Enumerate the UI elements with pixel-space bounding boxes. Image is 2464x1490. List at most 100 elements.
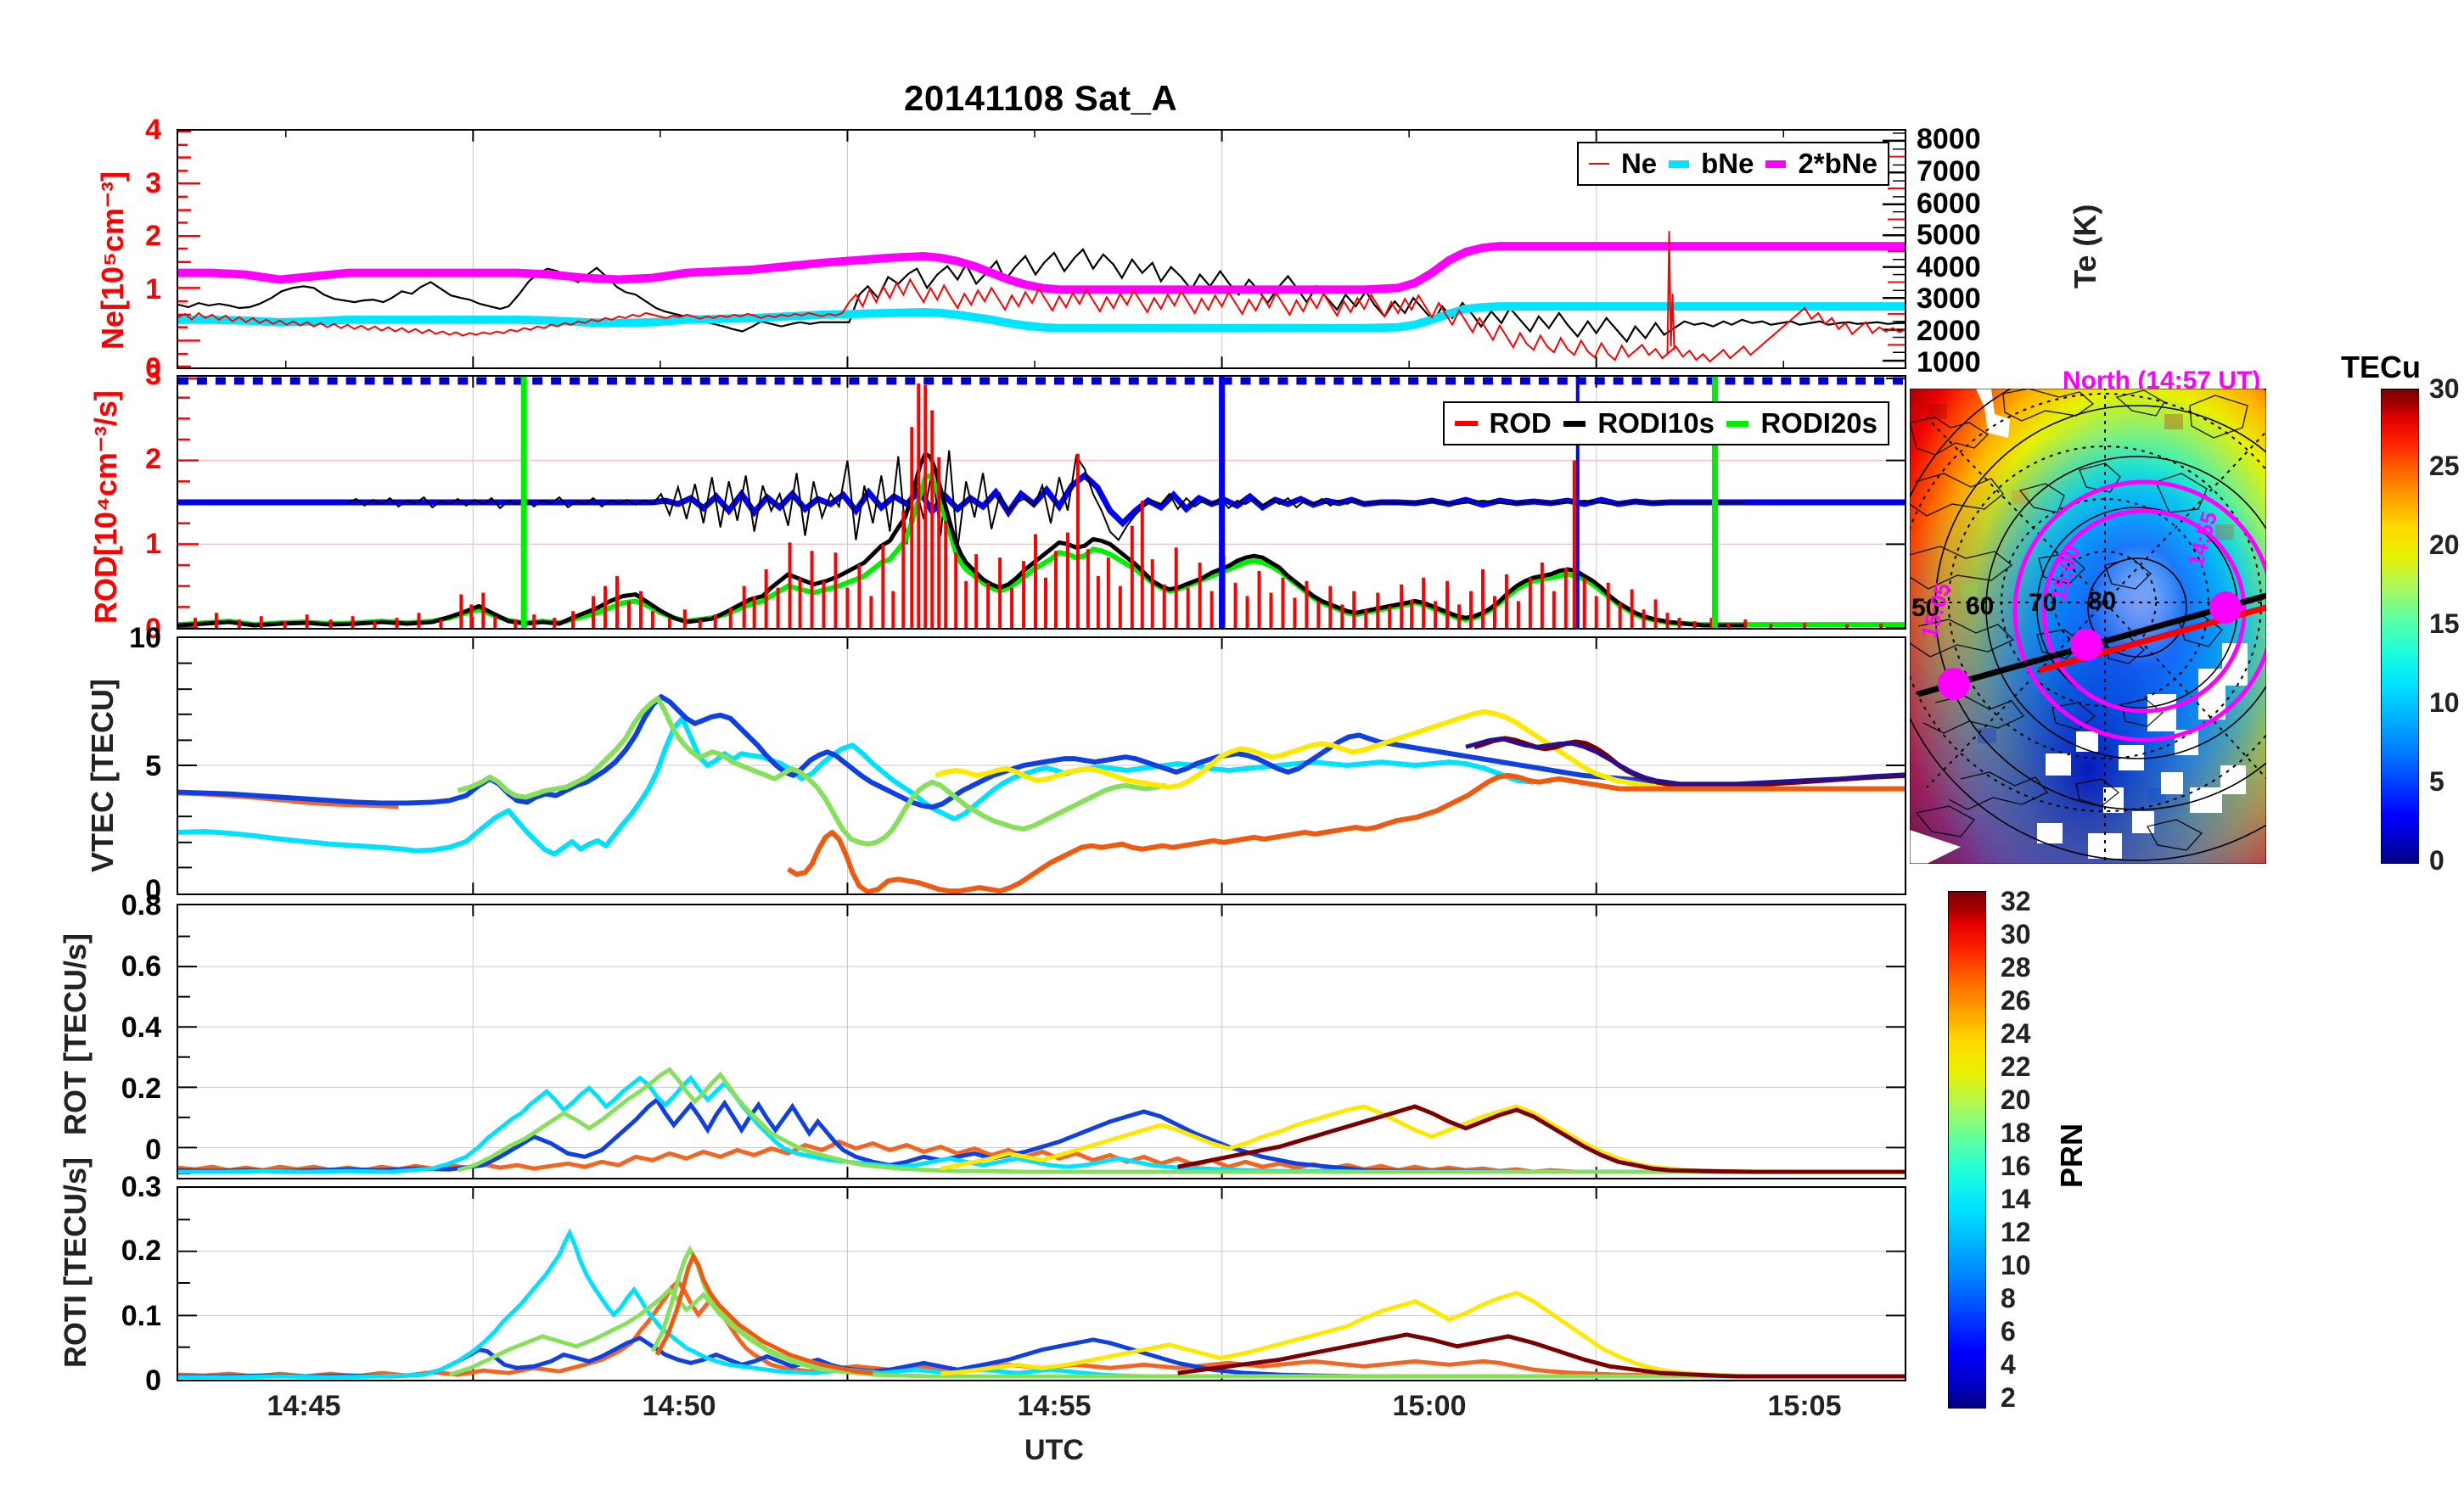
vtec-axis-title: VTEC [TECU] bbox=[85, 679, 120, 872]
prn-tick-8: 8 bbox=[2001, 1283, 2016, 1314]
map-lat-50: 50 bbox=[1911, 594, 1939, 622]
series-rodi10s bbox=[178, 451, 1746, 628]
legend-line-bne bbox=[1669, 160, 1690, 168]
prn-colorbar-title: PRN bbox=[2054, 1123, 2089, 1188]
p4-ytick-06: 0.6 bbox=[121, 950, 161, 983]
series-ne bbox=[178, 277, 1905, 363]
prn-tick-4: 4 bbox=[2001, 1349, 2016, 1380]
xtick-1450: 14:50 bbox=[642, 1390, 716, 1422]
legend-label-rod: ROD bbox=[1489, 407, 1552, 439]
vtec-trace-navy bbox=[1465, 736, 1905, 787]
p1-ytick-3: 3 bbox=[145, 167, 161, 199]
series-2bne bbox=[178, 242, 1905, 294]
vtec-trace-cyan bbox=[178, 715, 1535, 857]
tecu-tick-30: 30 bbox=[2429, 373, 2460, 404]
legend-label-ne: Ne bbox=[1620, 148, 1658, 179]
p1-yright-4000: 4000 bbox=[1917, 251, 1981, 283]
prn-tick-2: 2 bbox=[2001, 1382, 2016, 1413]
roti-panel bbox=[177, 1186, 1906, 1381]
p1-yright-2000: 2000 bbox=[1917, 315, 1981, 347]
prn-tick-10: 10 bbox=[2001, 1250, 2031, 1280]
roti-trace-yellow bbox=[940, 1291, 1905, 1379]
p1-yright-7000: 7000 bbox=[1917, 155, 1981, 188]
ne-axis-title: Ne[10⁵cm⁻³] bbox=[95, 171, 130, 350]
p5-ytick-03: 0.3 bbox=[121, 1171, 161, 1203]
xaxis-title: UTC bbox=[1024, 1434, 1084, 1466]
vtec-trace-blue bbox=[178, 694, 1654, 810]
p1-ytick-2: 2 bbox=[145, 220, 161, 252]
p5-ytick-02: 0.2 bbox=[121, 1235, 161, 1267]
p2-ytick-1: 1 bbox=[145, 528, 161, 560]
p3-ytick-5: 5 bbox=[145, 750, 161, 782]
prn-tick-6: 6 bbox=[2001, 1316, 2016, 1347]
legend-label-2bne: 2*bNe bbox=[1798, 148, 1877, 179]
polar-tec-map: 50 60 70 80 15:05 15:00 14:55 bbox=[1910, 389, 2266, 864]
vtec-trace-green bbox=[457, 696, 1167, 847]
p1-yright-1000: 1000 bbox=[1917, 346, 1981, 378]
rot-panel bbox=[177, 904, 1906, 1179]
rod-axis-title: ROD[10⁴cm⁻³/s] bbox=[88, 390, 123, 624]
tecu-tick-5: 5 bbox=[2429, 766, 2444, 797]
p4-ytick-0: 0 bbox=[145, 1134, 161, 1166]
xtick-1505: 15:05 bbox=[1767, 1390, 1842, 1422]
prn-tick-16: 16 bbox=[2001, 1151, 2031, 1181]
rot-trace-blue bbox=[178, 1096, 1905, 1174]
roti-trace-green2 bbox=[650, 1245, 856, 1374]
prn-tick-30: 30 bbox=[2001, 919, 2031, 949]
prn-tick-24: 24 bbox=[2001, 1018, 2031, 1049]
tecu-tick-20: 20 bbox=[2429, 529, 2460, 560]
p1-yright-5000: 5000 bbox=[1917, 219, 1981, 251]
te-axis-title: Te (K) bbox=[2068, 204, 2102, 288]
vtec-trace-yellow bbox=[935, 709, 1905, 792]
rot-axis-title: ROT [TECU/s] bbox=[58, 933, 93, 1135]
map-lat-70: 70 bbox=[2029, 589, 2057, 617]
legend-line-2bne bbox=[1765, 160, 1787, 168]
map-track-marker-1455 bbox=[2209, 591, 2242, 624]
series-rod bbox=[193, 383, 1883, 628]
page-title: 20141108 Sat_A bbox=[904, 78, 1178, 118]
legend-ne: Ne bNe 2*bNe bbox=[1577, 142, 1889, 186]
vtec-trace-orange-b bbox=[787, 772, 1905, 893]
series-te bbox=[178, 248, 1905, 344]
p3-ytick-0: 0 bbox=[145, 874, 161, 906]
prn-tick-12: 12 bbox=[2001, 1217, 2031, 1247]
p5-ytick-0: 0 bbox=[145, 1364, 161, 1397]
legend-line-rodi10s bbox=[1563, 420, 1586, 427]
prn-tick-26: 26 bbox=[2001, 985, 2031, 1016]
map-lat-circles bbox=[1910, 389, 2266, 861]
p2-ytick-3: 3 bbox=[145, 359, 161, 391]
p1-ytick-0: 0 bbox=[145, 352, 161, 384]
prn-tick-14: 14 bbox=[2001, 1184, 2031, 1214]
p4-ytick-08: 0.8 bbox=[121, 889, 161, 921]
roti-trace-orange bbox=[178, 1278, 1905, 1379]
series-ne-spike bbox=[1666, 231, 1675, 356]
p1-ytick-4: 4 bbox=[145, 114, 161, 146]
legend-line-rodi20s bbox=[1726, 420, 1749, 427]
tecu-colorbar-title: TECu bbox=[2341, 350, 2421, 384]
rod-panel bbox=[177, 375, 1906, 630]
legend-rod: ROD RODI10s RODI20s bbox=[1443, 401, 1889, 445]
roti-trace-orange2 bbox=[654, 1252, 873, 1375]
prn-tick-22: 22 bbox=[2001, 1051, 2031, 1082]
xtick-1500: 15:00 bbox=[1392, 1390, 1467, 1422]
prn-tick-18: 18 bbox=[2001, 1118, 2031, 1148]
legend-label-rodi20s: RODI20s bbox=[1760, 407, 1878, 439]
legend-label-rodi10s: RODI10s bbox=[1597, 407, 1715, 439]
tecu-tick-10: 10 bbox=[2429, 687, 2460, 718]
tecu-tick-25: 25 bbox=[2429, 451, 2460, 481]
roti-trace-cyan bbox=[178, 1228, 1905, 1380]
tecu-colorbar bbox=[2381, 389, 2419, 864]
xtick-1445: 14:45 bbox=[267, 1390, 341, 1422]
p5-ytick-01: 0.1 bbox=[121, 1300, 161, 1332]
roti-trace-darkred bbox=[1177, 1332, 1905, 1379]
roti-trace-blue bbox=[178, 1336, 1905, 1379]
map-lat-60: 60 bbox=[1966, 592, 1994, 620]
rot-trace-cyan bbox=[178, 1074, 1905, 1174]
rot-trace-green bbox=[457, 1067, 1703, 1174]
map-track-marker-1500 bbox=[2070, 629, 2102, 661]
prn-colorbar bbox=[1948, 891, 1986, 1409]
tecu-tick-15: 15 bbox=[2429, 608, 2460, 639]
series-rodi20s bbox=[178, 473, 1905, 628]
p3-ytick-10: 10 bbox=[129, 622, 161, 654]
